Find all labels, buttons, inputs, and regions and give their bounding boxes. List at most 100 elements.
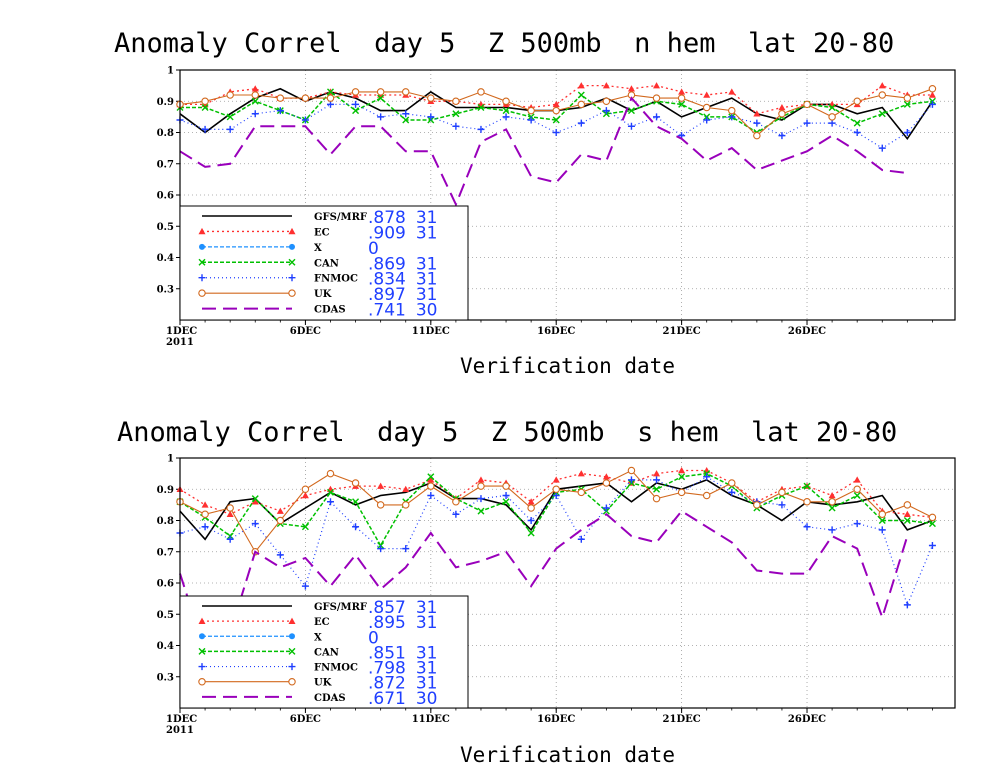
data-point bbox=[201, 510, 209, 518]
data-point bbox=[376, 88, 385, 96]
data-point bbox=[251, 97, 259, 105]
data-point bbox=[301, 116, 309, 124]
data-point bbox=[903, 501, 912, 509]
data-point bbox=[828, 497, 836, 506]
data-point bbox=[276, 107, 284, 115]
legend-score-count: 31 bbox=[416, 643, 438, 663]
legend-marker bbox=[198, 677, 206, 686]
data-point bbox=[326, 100, 334, 108]
legend-score-value: 0 bbox=[368, 239, 379, 259]
data-point bbox=[301, 523, 309, 531]
legend-marker bbox=[288, 258, 296, 266]
data-point bbox=[903, 94, 912, 102]
data-point bbox=[878, 91, 887, 99]
data-point bbox=[702, 103, 711, 112]
data-point bbox=[577, 91, 585, 99]
x-tick-label: 21DEC bbox=[663, 326, 701, 337]
legend-score-value: .909 bbox=[368, 223, 406, 243]
data-point bbox=[201, 523, 209, 531]
data-point bbox=[602, 473, 610, 480]
legend-score: .895 31 bbox=[368, 613, 438, 633]
data-point bbox=[552, 106, 560, 115]
series-uk bbox=[176, 466, 937, 556]
x-tick-label: 11DEC bbox=[412, 714, 450, 725]
data-point bbox=[928, 513, 937, 522]
data-point bbox=[226, 535, 234, 543]
legend-marker bbox=[198, 289, 206, 297]
legend-label: FNMOC bbox=[314, 274, 358, 285]
x-tick-label: 16DEC bbox=[537, 326, 575, 337]
series-line bbox=[179, 509, 909, 654]
data-point bbox=[276, 516, 285, 525]
data-point bbox=[276, 551, 284, 559]
data-point bbox=[201, 97, 209, 106]
data-point bbox=[878, 517, 886, 524]
legend: GFS/MRF .878 31 EC .909 31 X 0 CAN .869 31 FNMOC .83… bbox=[179, 205, 469, 321]
legend-score: .909 31 bbox=[368, 223, 438, 243]
y-tick-label: 0.6 bbox=[157, 579, 174, 590]
data-point bbox=[678, 100, 686, 108]
legend-marker bbox=[198, 258, 206, 266]
data-point bbox=[402, 110, 410, 118]
data-point bbox=[803, 497, 811, 506]
data-point bbox=[577, 82, 585, 89]
legend-score-value: .878 bbox=[368, 208, 406, 228]
data-point bbox=[552, 129, 560, 136]
data-point bbox=[401, 88, 410, 96]
legend-score: .897 31 bbox=[368, 285, 438, 305]
data-point bbox=[828, 119, 836, 127]
legend-marker bbox=[288, 289, 296, 297]
data-point bbox=[928, 85, 937, 93]
legend-score-value: .869 bbox=[368, 254, 406, 274]
legend-score-value: .798 bbox=[368, 659, 406, 679]
legend-score-value: .872 bbox=[368, 674, 406, 694]
y-tick-label: 0.6 bbox=[157, 191, 174, 202]
data-point bbox=[703, 91, 711, 98]
data-point bbox=[653, 485, 661, 493]
legend-score-count: 31 bbox=[416, 598, 438, 618]
legend-score-count: 31 bbox=[416, 613, 438, 633]
legend-marker bbox=[288, 274, 296, 282]
x-tick-label: 21DEC bbox=[663, 714, 701, 725]
legend-score-value: .851 bbox=[368, 643, 406, 663]
legend-score-count: 31 bbox=[416, 659, 438, 679]
y-tick-label: 0.3 bbox=[157, 672, 174, 683]
data-point bbox=[201, 501, 209, 508]
data-point bbox=[928, 520, 936, 528]
series-uk bbox=[176, 85, 937, 140]
data-point bbox=[427, 476, 435, 483]
data-point bbox=[502, 113, 510, 121]
y-tick-label: 1 bbox=[167, 454, 174, 465]
data-point bbox=[627, 466, 636, 475]
legend-marker bbox=[288, 227, 296, 235]
data-point bbox=[577, 100, 586, 109]
legend-score-value: 0 bbox=[368, 628, 379, 648]
data-point bbox=[653, 113, 661, 121]
data-point bbox=[853, 492, 861, 499]
data-point bbox=[853, 119, 861, 127]
data-point bbox=[401, 501, 410, 509]
legend-score-value: .897 bbox=[368, 285, 406, 305]
data-point bbox=[502, 492, 510, 499]
data-point bbox=[602, 82, 610, 89]
data-point bbox=[301, 485, 310, 493]
data-point bbox=[351, 479, 360, 487]
data-point bbox=[427, 473, 435, 481]
data-point bbox=[251, 85, 259, 92]
y-tick-label: 1 bbox=[167, 66, 174, 77]
chart-panel-1: Anomaly Correl day 5 Z 500mb n hem lat 2… bbox=[114, 28, 956, 378]
x-tick-label: 26DEC bbox=[788, 326, 826, 337]
legend-score: 0 bbox=[368, 628, 379, 648]
data-point bbox=[376, 501, 385, 509]
legend-label: X bbox=[314, 632, 322, 643]
legend-score-value: .671 bbox=[368, 689, 406, 709]
data-point bbox=[853, 476, 861, 483]
data-point bbox=[251, 498, 259, 505]
data-point bbox=[452, 97, 460, 106]
plot-frame bbox=[179, 69, 956, 321]
data-point bbox=[627, 107, 635, 115]
legend-marker bbox=[288, 677, 296, 686]
legend-marker bbox=[198, 617, 206, 624]
legend-marker bbox=[288, 647, 296, 655]
